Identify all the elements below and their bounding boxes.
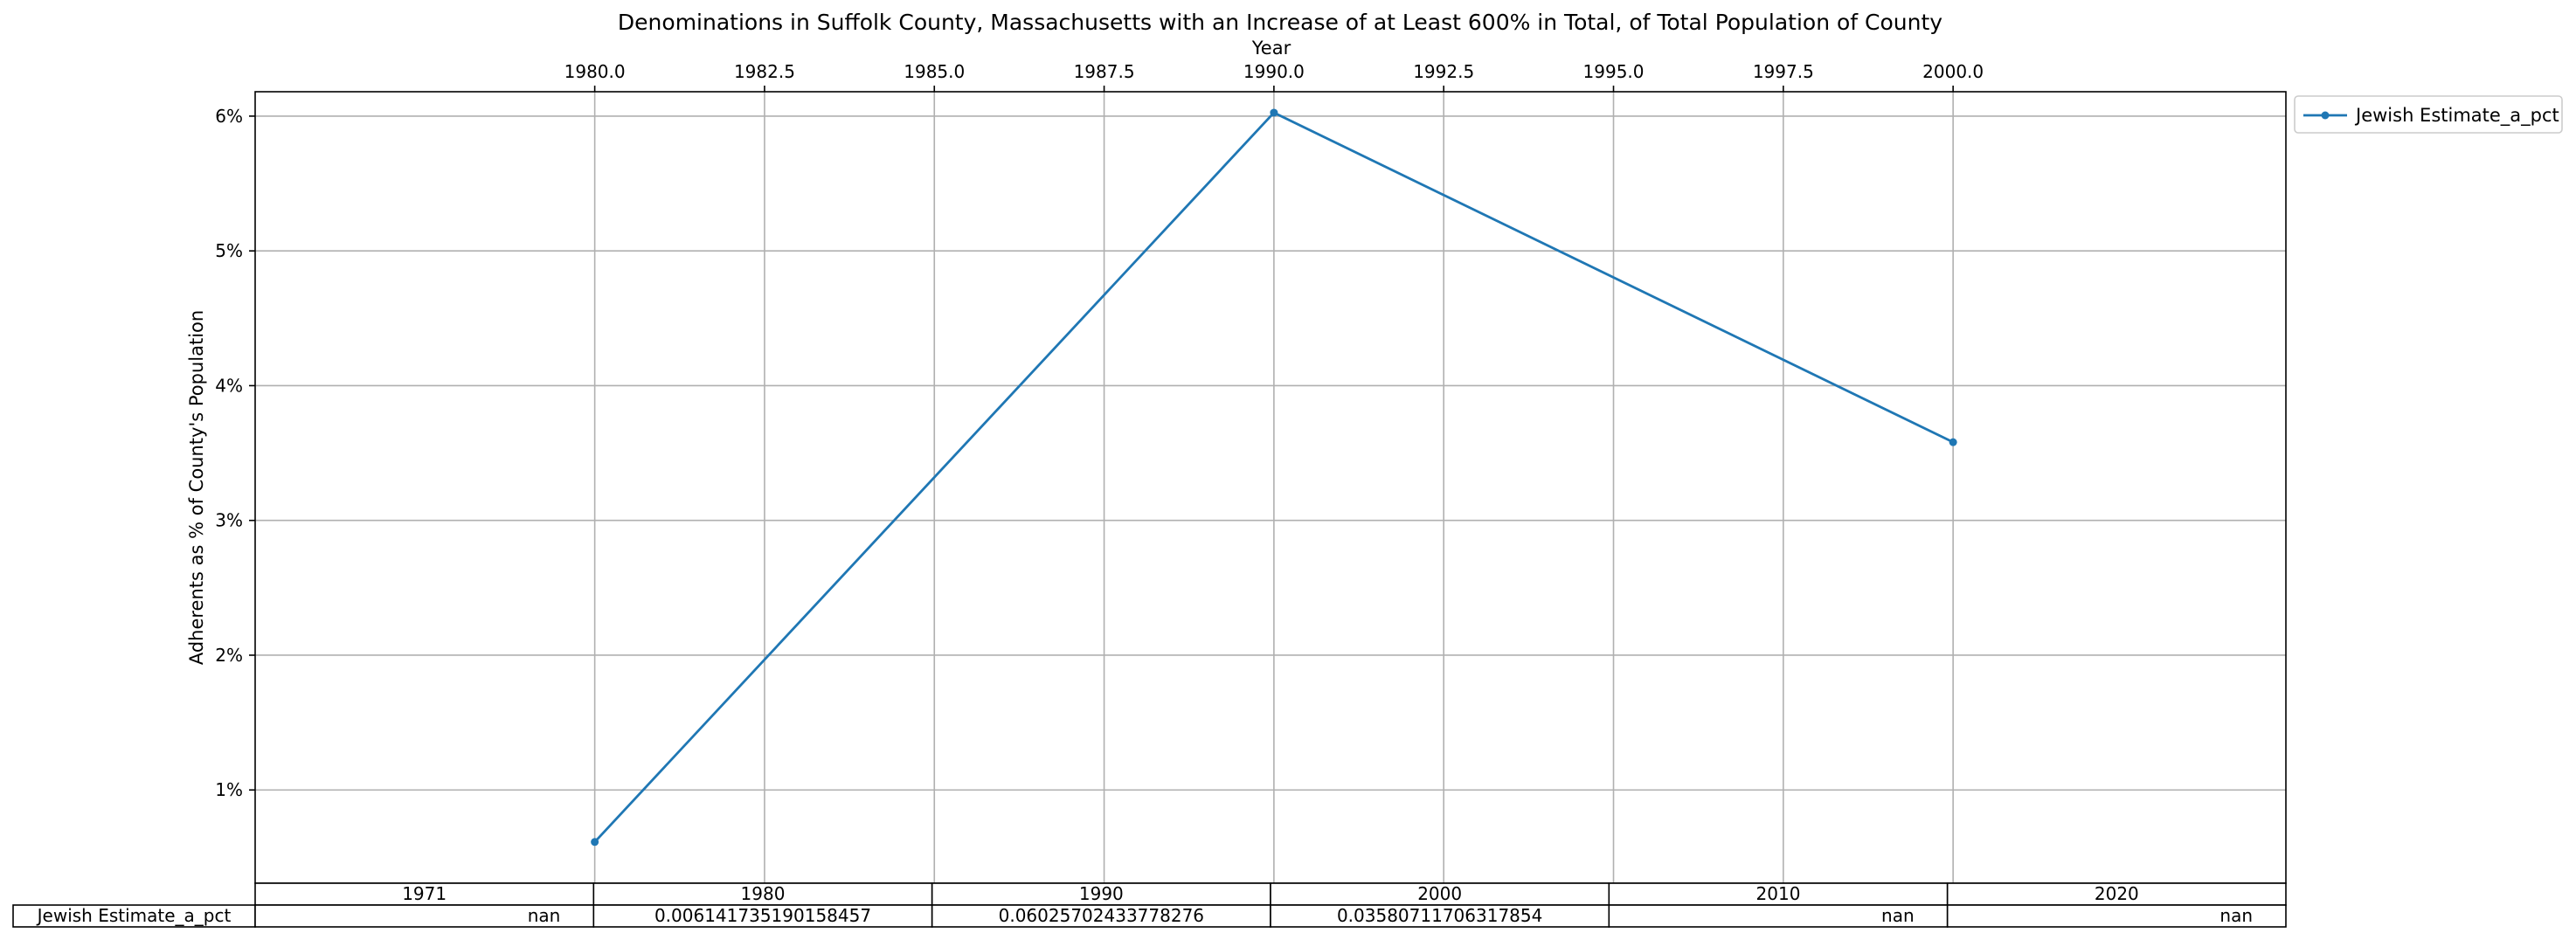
table-row-label: Jewish Estimate_a_pct <box>36 905 232 926</box>
table-cell <box>592 904 933 928</box>
table-column-header: 2000 <box>1417 883 1462 904</box>
table-cell-value: nan <box>1881 905 1915 926</box>
legend-marker <box>2321 111 2330 120</box>
y-axis-ticks: 1% 2% 3% 4% 5% 6% <box>215 106 255 800</box>
table-header-cell <box>1946 882 2287 906</box>
x-tick-label: 1992.5 <box>1413 61 1474 82</box>
x-axis-label: Year <box>1251 38 1291 59</box>
x-tick-label: 1985.0 <box>904 61 965 82</box>
legend[interactable]: Jewish Estimate_a_pct <box>2294 95 2563 134</box>
data-point[interactable] <box>591 838 599 847</box>
table-cell <box>1270 904 1610 928</box>
table-header-cell <box>254 882 595 906</box>
table-column-header: 2020 <box>2095 883 2139 904</box>
table-header-cell <box>1270 882 1610 906</box>
y-tick-label: 5% <box>215 240 243 261</box>
table-cell-value: 0.06025702433778276 <box>999 905 1204 926</box>
table-column-header: 1971 <box>402 883 447 904</box>
y-tick-label: 3% <box>215 510 243 531</box>
data-table: 1971 1980 1990 2000 2010 2020 Jewish Estimate_… <box>12 882 2287 928</box>
table-cell-value: 0.006141735190158457 <box>654 905 871 926</box>
x-tick-label: 1997.5 <box>1753 61 1814 82</box>
y-tick-label: 4% <box>215 375 243 396</box>
x-tick-label: 1982.5 <box>734 61 795 82</box>
table-cell-value: 0.03580711706317854 <box>1337 905 1542 926</box>
table-cell <box>1946 904 2287 928</box>
table-cell-value: nan <box>2219 905 2253 926</box>
legend-box <box>2294 95 2563 134</box>
table-cell-value: nan <box>528 905 561 926</box>
y-tick-label: 1% <box>215 779 243 800</box>
data-point[interactable] <box>1949 438 1957 446</box>
table-header-cell <box>1608 882 1949 906</box>
table-column-header: 2010 <box>1756 883 1801 904</box>
y-tick-label: 2% <box>215 645 243 666</box>
x-tick-label: 1987.5 <box>1074 61 1135 82</box>
table-column-header: 1990 <box>1079 883 1124 904</box>
y-tick-label: 6% <box>215 106 243 127</box>
table-column-header: 1980 <box>741 883 786 904</box>
x-axis-ticks: 1980.0 1982.5 1985.0 1987.5 1990.0 1992.5 1995… <box>564 61 1984 92</box>
x-tick-label: 1995.0 <box>1583 61 1645 82</box>
x-tick-label: 1980.0 <box>564 61 626 82</box>
y-axis-label: Adherents as % of County's Population <box>186 310 207 665</box>
x-tick-label: 1990.0 <box>1243 61 1305 82</box>
plot-frame <box>254 91 2287 884</box>
table-row-label-cell <box>12 904 256 928</box>
table-cell <box>931 904 1271 928</box>
grid <box>255 92 2286 883</box>
data-point[interactable] <box>1270 108 1278 117</box>
table-cell <box>1608 904 1949 928</box>
legend-label: Jewish Estimate_a_pct <box>2354 105 2559 127</box>
chart-title: Denominations in Suffolk County, Massach… <box>618 10 1942 35</box>
table-cell <box>254 904 595 928</box>
table-header-cell <box>592 882 933 906</box>
series-group <box>591 108 1957 847</box>
x-tick-label: 2000.0 <box>1922 61 1984 82</box>
